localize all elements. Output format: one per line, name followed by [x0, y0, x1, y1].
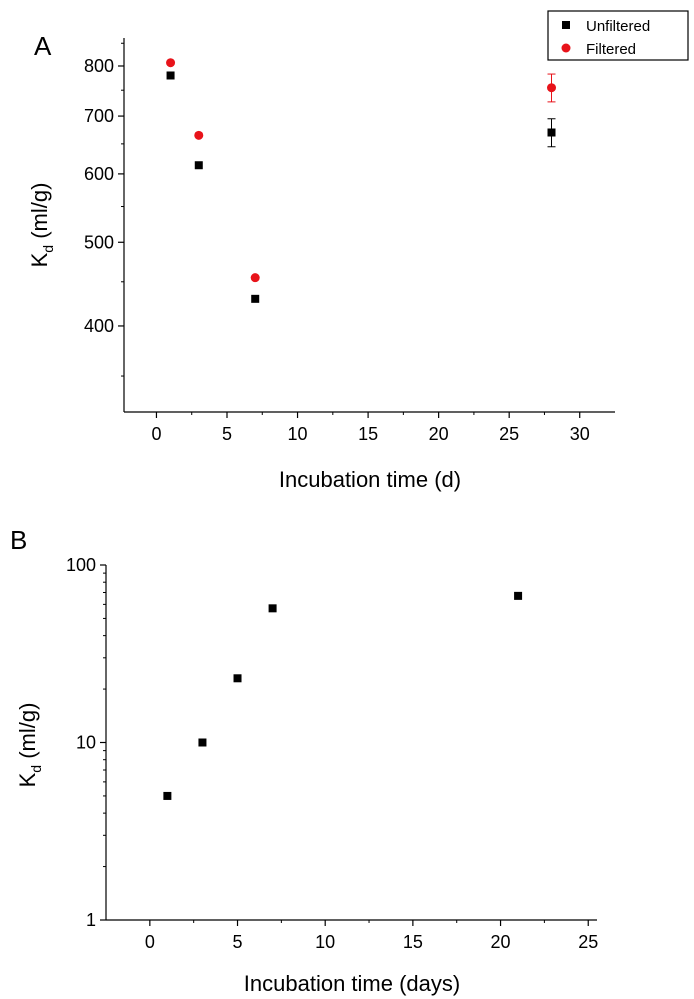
panel-a-data-points	[166, 58, 557, 303]
panel-a-x-ticks: 0 5 10 15 20 25 30	[151, 412, 590, 444]
panel-a-x-tick-label: 25	[499, 424, 519, 444]
panel-a-y-axis-title: Kd (ml/g)	[27, 183, 56, 268]
panel-a-x-tick-label: 30	[570, 424, 590, 444]
panel-b-x-ticks: 0 5 10 15 20 25	[145, 920, 598, 952]
panel-a-x-tick-label: 5	[222, 424, 232, 444]
panel-b-y-tick-label: 100	[66, 555, 96, 575]
legend-box	[547, 10, 689, 61]
panel-a-y-ticks: 400 500 600 700 800	[84, 42, 124, 377]
panel-b-x-tick-label: 10	[315, 932, 335, 952]
panel-a-point-unfiltered	[166, 71, 175, 80]
panel-b-x-tick-label: 20	[491, 932, 511, 952]
legend-label-filtered: Filtered	[586, 41, 636, 58]
panel-a-y-tick-label: 800	[84, 56, 114, 76]
panel-b-y-axis-title: Kd (ml/g)	[15, 703, 44, 788]
panel-a-y-tick-label: 500	[84, 232, 114, 252]
panel-a-y-tick-label: 600	[84, 164, 114, 184]
panel-b-point-series	[268, 604, 277, 613]
panel-b-point-series	[233, 674, 242, 683]
panel-a-point-filtered	[250, 273, 260, 283]
panel-b-point-series	[198, 738, 207, 747]
panel-a-legend: Unfiltered Filtered	[547, 10, 689, 61]
panel-b-y-ticks: 1 10 100	[66, 555, 106, 930]
panel-b-x-tick-label: 5	[233, 932, 243, 952]
panel-a-x-tick-label: 20	[429, 424, 449, 444]
panel-b-chart: B 0 5 10 15 20 25 1 10 100 Incubation time (day…	[10, 525, 598, 996]
panel-b-point-series	[163, 791, 172, 800]
panel-a-point-filtered	[166, 58, 176, 68]
panel-a-point-unfiltered	[251, 294, 260, 303]
panel-a-point-unfiltered	[194, 161, 203, 170]
panel-b-point-series	[514, 591, 523, 600]
panel-a-x-tick-label: 15	[358, 424, 378, 444]
panel-b-x-tick-label: 15	[403, 932, 423, 952]
panel-a-point-filtered	[547, 83, 557, 93]
panel-a-chart: A 0 5 10 15 20 25 30 400 500 600 700 800 Incubatio…	[27, 10, 689, 492]
panel-b-label: B	[10, 525, 27, 555]
panel-a-label: A	[34, 31, 52, 61]
panel-a-point-unfiltered	[547, 128, 556, 137]
panel-a-x-axis-title: Incubation time (d)	[279, 467, 461, 492]
panel-b-data-points	[163, 591, 523, 800]
panel-b-x-axis-title: Incubation time (days)	[244, 971, 460, 996]
legend-marker-filtered	[561, 43, 571, 53]
panel-a-y-tick-label: 700	[84, 106, 114, 126]
panel-b-x-tick-label: 25	[578, 932, 598, 952]
panel-a-x-tick-label: 10	[288, 424, 308, 444]
panel-a-y-tick-label: 400	[84, 316, 114, 336]
legend-marker-unfiltered	[562, 21, 570, 29]
legend-label-unfiltered: Unfiltered	[586, 18, 650, 35]
panel-a-x-tick-label: 0	[151, 424, 161, 444]
panel-b-y-tick-label: 10	[76, 733, 96, 753]
panel-b-x-tick-label: 0	[145, 932, 155, 952]
panel-b-y-tick-label: 1	[86, 910, 96, 930]
panel-a-point-filtered	[194, 130, 204, 140]
